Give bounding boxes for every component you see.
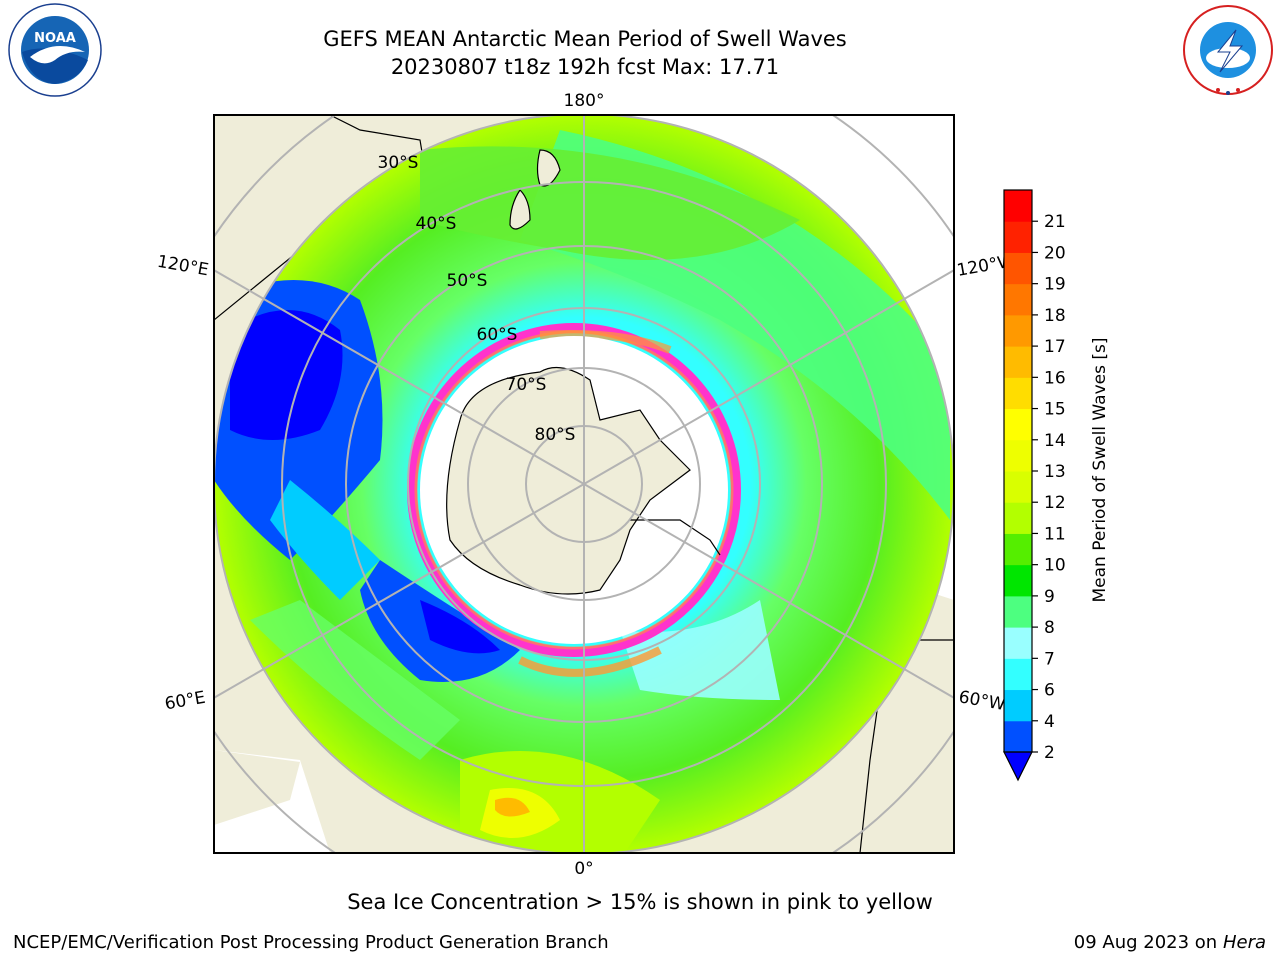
colorbar-segment: [1004, 502, 1032, 534]
footer-date-text: 09 Aug 2023 on: [1073, 932, 1218, 953]
chart-title: GEFS MEAN Antarctic Mean Period of Swell…: [323, 27, 847, 51]
colorbar-tick-label: 6: [1044, 681, 1055, 701]
noaa-logo-icon: NOAA: [8, 3, 102, 97]
colorbar: 2 4 6 7 8 9 10 11 12 13 14 15 16 17 18 19 20 21: [1003, 189, 1066, 782]
land-antarctica: [446, 366, 691, 595]
colorbar-segment: [1004, 252, 1032, 285]
colorbar-segment: [1004, 408, 1032, 441]
svg-text:NOAA: NOAA: [34, 31, 76, 46]
meridian-120w: [583, 269, 954, 485]
colorbar-segment: [1004, 564, 1032, 597]
lon-label-120e: 120°E: [156, 252, 210, 281]
land-africa-tip: [214, 750, 300, 825]
colorbar-under-arrow: [1003, 751, 1033, 782]
colorbar-tick-label: 10: [1044, 556, 1066, 576]
footer-host: Hera: [1222, 932, 1266, 953]
colorbar-tick-label: 20: [1044, 243, 1066, 263]
colorbar-tick-label: 2: [1044, 743, 1055, 763]
colorbar-tick-label: 4: [1044, 712, 1055, 732]
sea-ice-caption: Sea Ice Concentration > 15% is shown in …: [347, 890, 933, 914]
lat-label-30: 30°S: [378, 153, 419, 173]
lat-label-50: 50°S: [447, 271, 488, 291]
colorbar-segment: [1004, 689, 1032, 722]
footer-date: 09 Aug 2023 on Hera: [1074, 932, 1266, 953]
colorbar-tick-label: 19: [1044, 275, 1066, 295]
colorbar-segment: [1004, 627, 1032, 659]
colorbar-tick-label: 11: [1044, 524, 1066, 544]
lon-label-60w: 60°W: [957, 687, 1007, 715]
lon-label-0: 0°: [574, 859, 593, 879]
colorbar-segment: [1004, 190, 1032, 222]
colorbar-tick-label: 9: [1044, 587, 1055, 607]
meridian-120e: [214, 269, 585, 485]
colorbar-segment: [1004, 377, 1032, 410]
colorbar-segment: [1004, 658, 1032, 691]
colorbar-tick-label: 16: [1044, 368, 1066, 388]
colorbar-tick-label: 8: [1044, 618, 1055, 638]
colorbar-tick-label: 17: [1044, 337, 1066, 357]
colorbar-segment: [1004, 439, 1032, 472]
lat-label-80: 80°S: [535, 425, 576, 445]
meridian-60e: [214, 483, 585, 699]
colorbar-segment: [1004, 346, 1032, 378]
lat-label-40: 40°S: [416, 214, 457, 234]
chart-subtitle: 20230807 t18z 192h fcst Max: 17.71: [390, 55, 780, 79]
colorbar-tick-label: 12: [1044, 493, 1066, 513]
colorbar-tick-label: 15: [1044, 400, 1066, 420]
colorbar-segment: [1004, 471, 1032, 503]
sea-ice-edge: [407, 323, 741, 657]
footer-credit: NCEP/EMC/Verification Post Processing Pr…: [13, 932, 609, 953]
colorbar-tick-label: 14: [1044, 431, 1066, 451]
lon-label-180: 180°: [564, 91, 605, 111]
colorbar-segment: [1004, 221, 1032, 253]
meridian-60w: [583, 483, 954, 699]
colorbar-segment: [1004, 314, 1032, 347]
colorbar-tick-label: 21: [1044, 212, 1066, 232]
map-border: [213, 114, 955, 854]
colorbar-tick-label: 13: [1044, 462, 1066, 482]
colorbar-tick-label: 7: [1044, 649, 1055, 669]
colorbar-label: Mean Period of Swell Waves [s]: [1090, 338, 1110, 603]
colorbar-segment: [1004, 283, 1032, 316]
nws-logo-icon: [1183, 5, 1273, 95]
colorbar-segment: [1004, 533, 1032, 566]
colorbar-tick-label: 18: [1044, 306, 1066, 326]
lon-label-60e: 60°E: [163, 688, 207, 715]
colorbar-segment: [1004, 720, 1032, 753]
lat-label-60: 60°S: [477, 325, 518, 345]
lat-label-70: 70°S: [506, 375, 547, 395]
colorbar-segment: [1004, 595, 1032, 628]
